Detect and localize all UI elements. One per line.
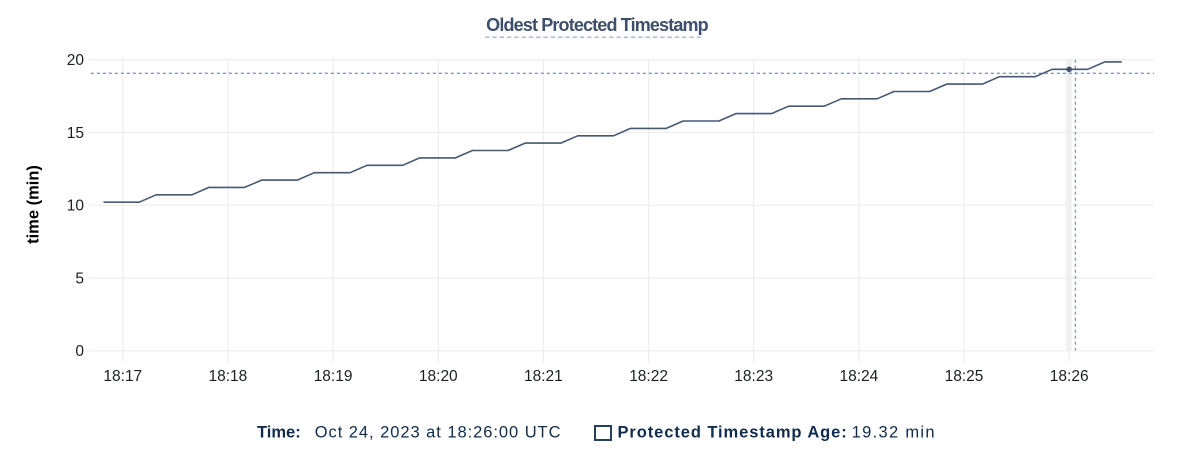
svg-text:20: 20	[67, 52, 85, 69]
svg-text:18:23: 18:23	[734, 368, 773, 385]
svg-text:0: 0	[75, 343, 84, 360]
svg-text:18:18: 18:18	[209, 368, 248, 385]
svg-text:18:26: 18:26	[1050, 368, 1089, 385]
svg-text:18:17: 18:17	[103, 368, 142, 385]
svg-text:10: 10	[67, 198, 85, 215]
svg-text:18:22: 18:22	[629, 368, 668, 385]
svg-text:15: 15	[67, 125, 84, 142]
svg-text:18:20: 18:20	[419, 368, 458, 385]
svg-text:18:21: 18:21	[524, 368, 563, 385]
svg-text:time (min): time (min)	[25, 165, 43, 244]
svg-text:18:24: 18:24	[840, 368, 879, 385]
svg-text:5: 5	[75, 270, 84, 287]
svg-text:18:25: 18:25	[945, 368, 984, 385]
svg-text:18:19: 18:19	[314, 368, 353, 385]
